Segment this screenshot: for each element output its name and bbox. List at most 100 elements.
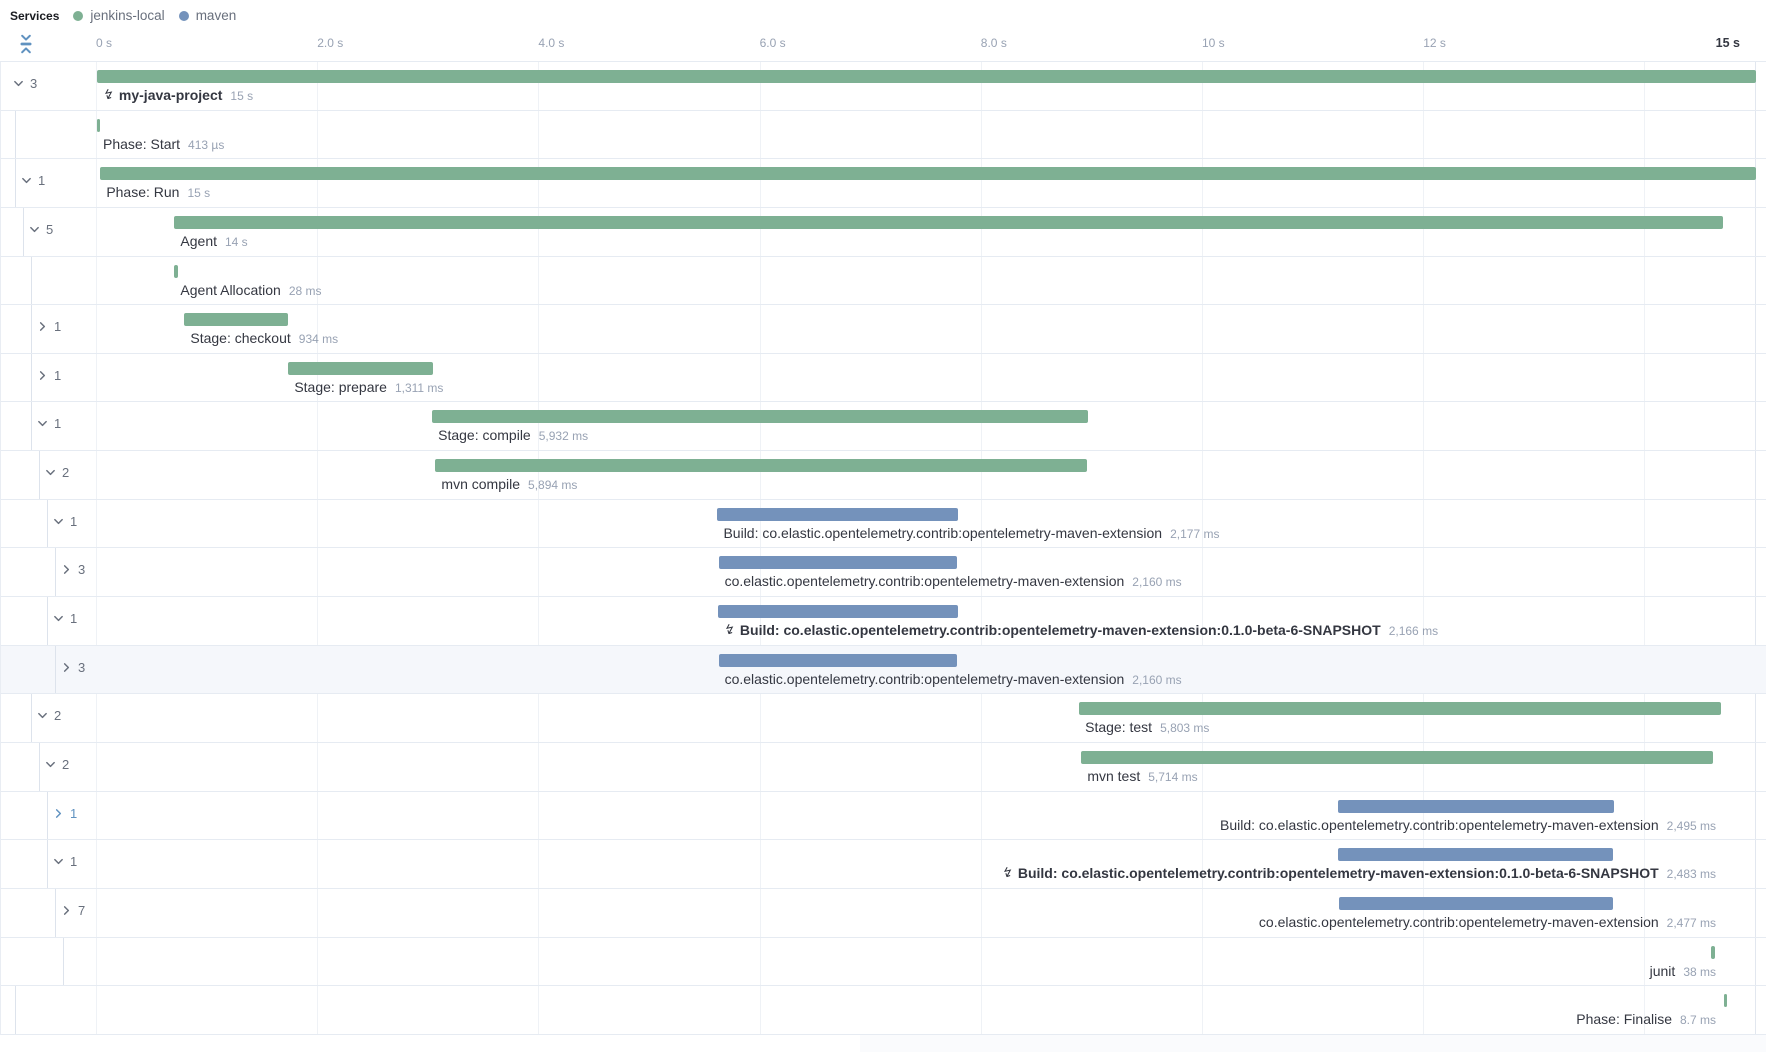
span-label[interactable]: mvn compile 5,894 ms — [441, 476, 577, 492]
span-bar[interactable] — [432, 410, 1089, 424]
span-bar[interactable] — [718, 605, 958, 619]
expand-children-toggle[interactable]: 3 — [61, 660, 85, 675]
axis-tick-label: 2.0 s — [317, 36, 344, 50]
span-label[interactable]: Phase: Start 413 µs — [103, 136, 224, 152]
span-bar[interactable] — [717, 507, 959, 521]
span-duration: 5,894 ms — [528, 478, 578, 493]
span-label[interactable]: co.elastic.opentelemetry.contrib:opentel… — [725, 573, 1182, 589]
span-label[interactable]: Phase: Finalise 8.7 ms — [1576, 1011, 1716, 1027]
maven-service-dot — [178, 10, 189, 21]
span-row[interactable]: 1 Build: co.elastic.opentelemetry.contrib… — [0, 499, 1766, 549]
jenkins-local-service-name: jenkins-local — [90, 8, 165, 23]
span-bar[interactable] — [718, 653, 958, 667]
span-row[interactable]: 3 co.elastic.opentelemetry.contrib:opente… — [0, 548, 1766, 598]
span-label[interactable]: junit 38 ms — [1650, 963, 1716, 979]
span-label[interactable]: Stage: checkout 934 ms — [190, 330, 338, 346]
span-label[interactable]: co.elastic.opentelemetry.contrib:opentel… — [725, 671, 1182, 687]
span-bar[interactable] — [435, 459, 1088, 473]
span-bar[interactable] — [97, 118, 100, 132]
axis-tick-label: 10 s — [1202, 36, 1225, 50]
span-row[interactable]: 1 Stage: prepare 1,311 ms — [0, 353, 1766, 403]
chevron-down-icon — [14, 80, 23, 87]
span-row[interactable]: 1 ↯ Build: co.elastic.opentelemetry.contri… — [0, 840, 1766, 889]
collapse-children-toggle[interactable]: 1 — [53, 854, 77, 869]
collapse-children-toggle[interactable]: 2 — [37, 708, 61, 723]
tree-guide-line — [55, 888, 56, 937]
timeline-axis: 0 s 2.0 s 4.0 s 6.0 s 8.0 s 10 s 12 s 15 s — [0, 36, 1766, 56]
expand-children-toggle[interactable]: 3 — [61, 562, 85, 577]
span-label[interactable]: Build: co.elastic.opentelemetry.contrib:… — [1220, 817, 1716, 833]
span-row[interactable]: 2 mvn compile 5,894 ms — [0, 451, 1766, 500]
span-label[interactable]: ↯ my-java-project 15 s — [101, 86, 253, 104]
span-name: Build: co.elastic.opentelemetry.contrib:… — [739, 622, 1381, 639]
span-bar[interactable] — [184, 313, 288, 327]
collapse-children-toggle[interactable]: 2 — [45, 757, 69, 772]
expand-children-toggle[interactable]: 1 — [37, 368, 61, 383]
span-row[interactable]: 5 Agent 14 s — [0, 207, 1766, 257]
span-label[interactable]: Build: co.elastic.opentelemetry.contrib:… — [723, 525, 1219, 541]
span-bar[interactable] — [174, 215, 1723, 229]
span-duration: 2,177 ms — [1170, 526, 1220, 541]
span-bar[interactable] — [1079, 702, 1721, 716]
timeline-gridline — [980, 62, 982, 1035]
span-label[interactable]: mvn test 5,714 ms — [1087, 768, 1197, 784]
expand-children-toggle[interactable]: 1 — [37, 319, 61, 334]
span-bar[interactable] — [1337, 799, 1614, 813]
tree-guide-line — [63, 937, 64, 986]
collapse-children-toggle[interactable]: 1 — [53, 611, 77, 626]
span-label[interactable]: Agent 14 s — [180, 233, 247, 249]
axis-tick-label: 15 s — [1715, 36, 1740, 50]
collapse-children-toggle[interactable]: 1 — [37, 416, 61, 431]
span-row[interactable]: 2 mvn test 5,714 ms — [0, 742, 1766, 792]
span-bar[interactable] — [718, 556, 958, 570]
span-row[interactable]: 7 co.elastic.opentelemetry.contrib:opente… — [0, 888, 1766, 938]
collapse-all-button[interactable] — [13, 33, 39, 57]
span-label[interactable]: Stage: compile 5,932 ms — [438, 427, 588, 443]
legend-item-maven: maven — [178, 8, 237, 23]
span-name: mvn test — [1087, 767, 1141, 784]
span-row[interactable]: 1 ↯ Build: co.elastic.opentelemetry.contri… — [0, 597, 1766, 646]
span-label[interactable]: Stage: prepare 1,311 ms — [294, 379, 443, 395]
span-row[interactable]: junit 38 ms — [0, 937, 1766, 987]
span-bar[interactable] — [174, 264, 178, 278]
span-bar[interactable] — [1710, 945, 1715, 959]
span-label[interactable]: Stage: test 5,803 ms — [1085, 719, 1209, 735]
span-row[interactable]: 3 ↯ my-java-project 15 s — [0, 62, 1766, 111]
span-bar[interactable] — [97, 70, 1756, 83]
span-row[interactable]: 1 Phase: Run 15 s — [0, 159, 1766, 208]
collapse-children-toggle[interactable]: 1 — [53, 514, 77, 529]
span-label[interactable]: Agent Allocation 28 ms — [180, 282, 321, 298]
span-name: Agent — [180, 232, 217, 249]
span-name: Phase: Start — [103, 135, 181, 152]
span-label[interactable]: ↯ Build: co.elastic.opentelemetry.contrib… — [722, 621, 1438, 639]
span-bar[interactable] — [1339, 896, 1613, 910]
span-row[interactable]: 1 Stage: checkout 934 ms — [0, 305, 1766, 354]
tree-guide-line — [31, 256, 32, 305]
span-bar[interactable] — [1338, 848, 1614, 862]
expand-children-toggle[interactable]: 7 — [61, 903, 85, 918]
span-bar[interactable] — [1723, 994, 1727, 1008]
span-bar[interactable] — [100, 167, 1756, 181]
tree-guide-line — [47, 499, 48, 548]
span-row[interactable]: Agent Allocation 28 ms — [0, 256, 1766, 306]
collapse-children-toggle[interactable]: 2 — [45, 465, 69, 480]
span-label[interactable]: co.elastic.opentelemetry.contrib:opentel… — [1259, 914, 1716, 930]
chevron-down-icon — [38, 713, 47, 719]
collapse-children-toggle[interactable]: 1 — [21, 173, 45, 188]
span-row[interactable]: 2 Stage: test 5,803 ms — [0, 694, 1766, 743]
expand-children-toggle[interactable]: 1 — [53, 806, 77, 821]
span-bar[interactable] — [288, 361, 434, 375]
child-count: 1 — [54, 416, 62, 432]
tree-guide-line — [39, 451, 40, 499]
span-row[interactable]: Phase: Start 413 µs — [0, 110, 1766, 160]
collapse-children-toggle[interactable]: 5 — [29, 222, 53, 237]
span-label[interactable]: Phase: Run 15 s — [106, 184, 210, 200]
span-row[interactable]: Phase: Finalise 8.7 ms — [0, 986, 1766, 1035]
span-row[interactable]: 1 Build: co.elastic.opentelemetry.contrib… — [0, 791, 1766, 841]
span-bar[interactable] — [1081, 750, 1714, 764]
span-row[interactable]: 1 Stage: compile 5,932 ms — [0, 402, 1766, 452]
span-label[interactable]: ↯ Build: co.elastic.opentelemetry.contrib… — [1000, 864, 1716, 882]
maven-service-name: maven — [195, 8, 237, 23]
collapse-children-toggle[interactable]: 3 — [13, 76, 37, 91]
span-row[interactable]: 3 co.elastic.opentelemetry.contrib:opente… — [0, 645, 1766, 695]
